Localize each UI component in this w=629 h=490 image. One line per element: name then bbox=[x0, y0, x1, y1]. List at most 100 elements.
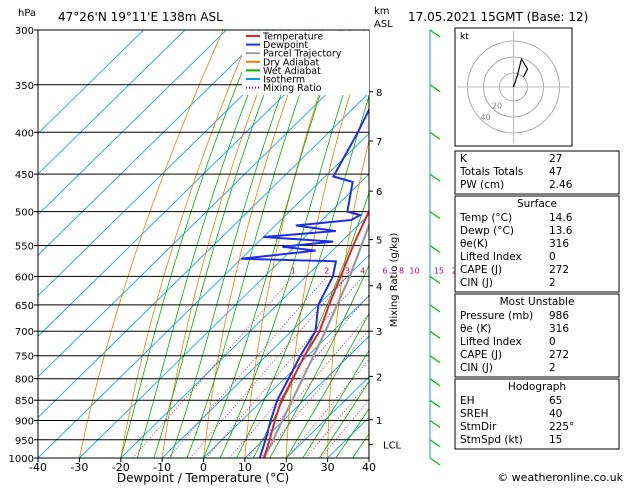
pressure-tick-label: 950 bbox=[15, 436, 34, 447]
pressure-tick-label: 600 bbox=[15, 272, 34, 283]
wind-barb bbox=[430, 400, 440, 407]
wind-barb bbox=[430, 276, 440, 283]
table-title: Hodograph bbox=[508, 381, 566, 393]
table-row-value: 272 bbox=[549, 264, 569, 276]
table-row-value: 272 bbox=[549, 349, 569, 361]
table-row-value: 2 bbox=[549, 277, 556, 289]
wind-barb bbox=[430, 440, 440, 447]
table-row-label: StmSpd (kt) bbox=[460, 434, 523, 446]
temperature-tick-label: -40 bbox=[29, 461, 47, 474]
wind-barb bbox=[430, 85, 440, 92]
wind-barb bbox=[430, 356, 440, 363]
table-row-label: StmDir bbox=[460, 421, 497, 433]
mixing-ratio-axis-label: Mixing Ratio (g/kg) bbox=[389, 233, 400, 328]
km-tick-label: 3 bbox=[376, 327, 382, 338]
temperature-tick-label: 30 bbox=[321, 461, 335, 474]
hpa-label: hPa bbox=[18, 8, 36, 19]
table-row-value: 225° bbox=[549, 421, 574, 433]
table-row-value: 15 bbox=[549, 434, 562, 446]
dry-adiabat-line bbox=[409, 30, 458, 458]
copyright-footer: © weatheronline.co.uk bbox=[497, 471, 623, 484]
table-row-value: 40 bbox=[549, 408, 562, 420]
wind-barb bbox=[430, 132, 440, 139]
dry-adiabat-line bbox=[625, 30, 629, 458]
hodograph-unit-label: kt bbox=[460, 32, 469, 42]
pressure-tick-label: 500 bbox=[15, 208, 34, 219]
x-axis-label: Dewpoint / Temperature (°C) bbox=[117, 471, 289, 485]
table-row-value: 2 bbox=[549, 362, 556, 374]
table-row-label: EH bbox=[460, 395, 475, 407]
table-row-value: 0 bbox=[549, 336, 556, 348]
pressure-tick-label: 750 bbox=[15, 352, 34, 363]
wind-barb bbox=[430, 421, 440, 428]
km-tick-label: 4 bbox=[376, 282, 382, 293]
table-title: Most Unstable bbox=[500, 296, 575, 308]
hodograph-ring-label: 20 bbox=[492, 102, 502, 111]
table-row-value: 316 bbox=[549, 323, 569, 335]
table-row-label: K bbox=[460, 153, 468, 165]
pressure-tick-label: 450 bbox=[15, 170, 34, 181]
datetime-title: 17.05.2021 15GMT (Base: 12) bbox=[408, 10, 588, 24]
mixing-ratio-label: 4 bbox=[360, 266, 365, 275]
km-tick-label: 5 bbox=[376, 236, 382, 247]
table-row-label: Totals Totals bbox=[459, 166, 523, 178]
wind-barb bbox=[430, 331, 440, 338]
km-tick-label: 6 bbox=[376, 187, 382, 198]
table-row-label: CAPE (J) bbox=[460, 349, 502, 361]
wind-barb bbox=[430, 212, 440, 219]
km-tick-label: LCL bbox=[383, 441, 402, 452]
wind-barb bbox=[430, 30, 440, 37]
table-row-value: 0 bbox=[549, 251, 556, 263]
pressure-tick-label: 650 bbox=[15, 301, 34, 312]
pressure-tick-label: 700 bbox=[15, 327, 34, 338]
mixing-ratio-label: 3 bbox=[345, 266, 350, 275]
wind-barb bbox=[430, 379, 440, 386]
table-row-value: 316 bbox=[549, 238, 569, 250]
hodograph-ring-label: 40 bbox=[480, 113, 490, 122]
pressure-tick-label: 800 bbox=[15, 375, 34, 386]
legend-label: Mixing Ratio bbox=[263, 83, 322, 94]
asl-label: ASL bbox=[374, 19, 393, 30]
table-row-label: CIN (J) bbox=[460, 277, 493, 289]
table-title: Surface bbox=[517, 198, 557, 210]
table-row-value: 14.6 bbox=[549, 212, 573, 224]
table-row-label: CAPE (J) bbox=[460, 264, 502, 276]
wind-barb bbox=[430, 246, 440, 253]
table-row-label: PW (cm) bbox=[460, 179, 504, 191]
temperature-tick-label: -30 bbox=[70, 461, 88, 474]
table-row-label: Lifted Index bbox=[460, 336, 522, 348]
table-row-label: Temp (°C) bbox=[459, 212, 512, 224]
mixing-ratio-label: 10 bbox=[409, 266, 419, 275]
km-tick-label: 8 bbox=[376, 88, 382, 99]
mixing-ratio-label: 2 bbox=[324, 266, 329, 275]
table-row-label: Pressure (mb) bbox=[460, 310, 533, 322]
table-row-value: 27 bbox=[549, 153, 562, 165]
wind-barb bbox=[430, 305, 440, 312]
mixing-ratio-label: 1 bbox=[291, 266, 296, 275]
location-title: 47°26'N 19°11'E 138m ASL bbox=[58, 10, 223, 24]
table-row-label: Lifted Index bbox=[460, 251, 522, 263]
pressure-axis: 3003504004505005506006507007508008509009… bbox=[9, 26, 38, 465]
pressure-tick-label: 900 bbox=[15, 417, 34, 428]
temperature-tick-label: 40 bbox=[362, 461, 376, 474]
km-label: km bbox=[374, 6, 390, 17]
wind-barb bbox=[430, 174, 440, 181]
table-row-value: 13.6 bbox=[549, 225, 573, 237]
table-row-value: 47 bbox=[549, 166, 562, 178]
table-row-label: SREH bbox=[460, 408, 489, 420]
pressure-tick-label: 850 bbox=[15, 396, 34, 407]
mixing-ratio-label: 15 bbox=[434, 266, 444, 275]
pressure-tick-label: 350 bbox=[15, 81, 34, 92]
table-row-label: Dewp (°C) bbox=[460, 225, 514, 237]
pressure-tick-label: 300 bbox=[15, 26, 34, 37]
table-row-value: 2.46 bbox=[549, 179, 573, 191]
km-tick-label: 7 bbox=[376, 137, 382, 148]
stability-tables: K 27 Totals Totals 47 PW (cm) 2.46 Surface Temp… bbox=[455, 151, 619, 449]
wind-barbs bbox=[430, 30, 440, 465]
km-tick-label: 2 bbox=[376, 372, 382, 383]
table-row-label: θe (K) bbox=[460, 323, 491, 335]
